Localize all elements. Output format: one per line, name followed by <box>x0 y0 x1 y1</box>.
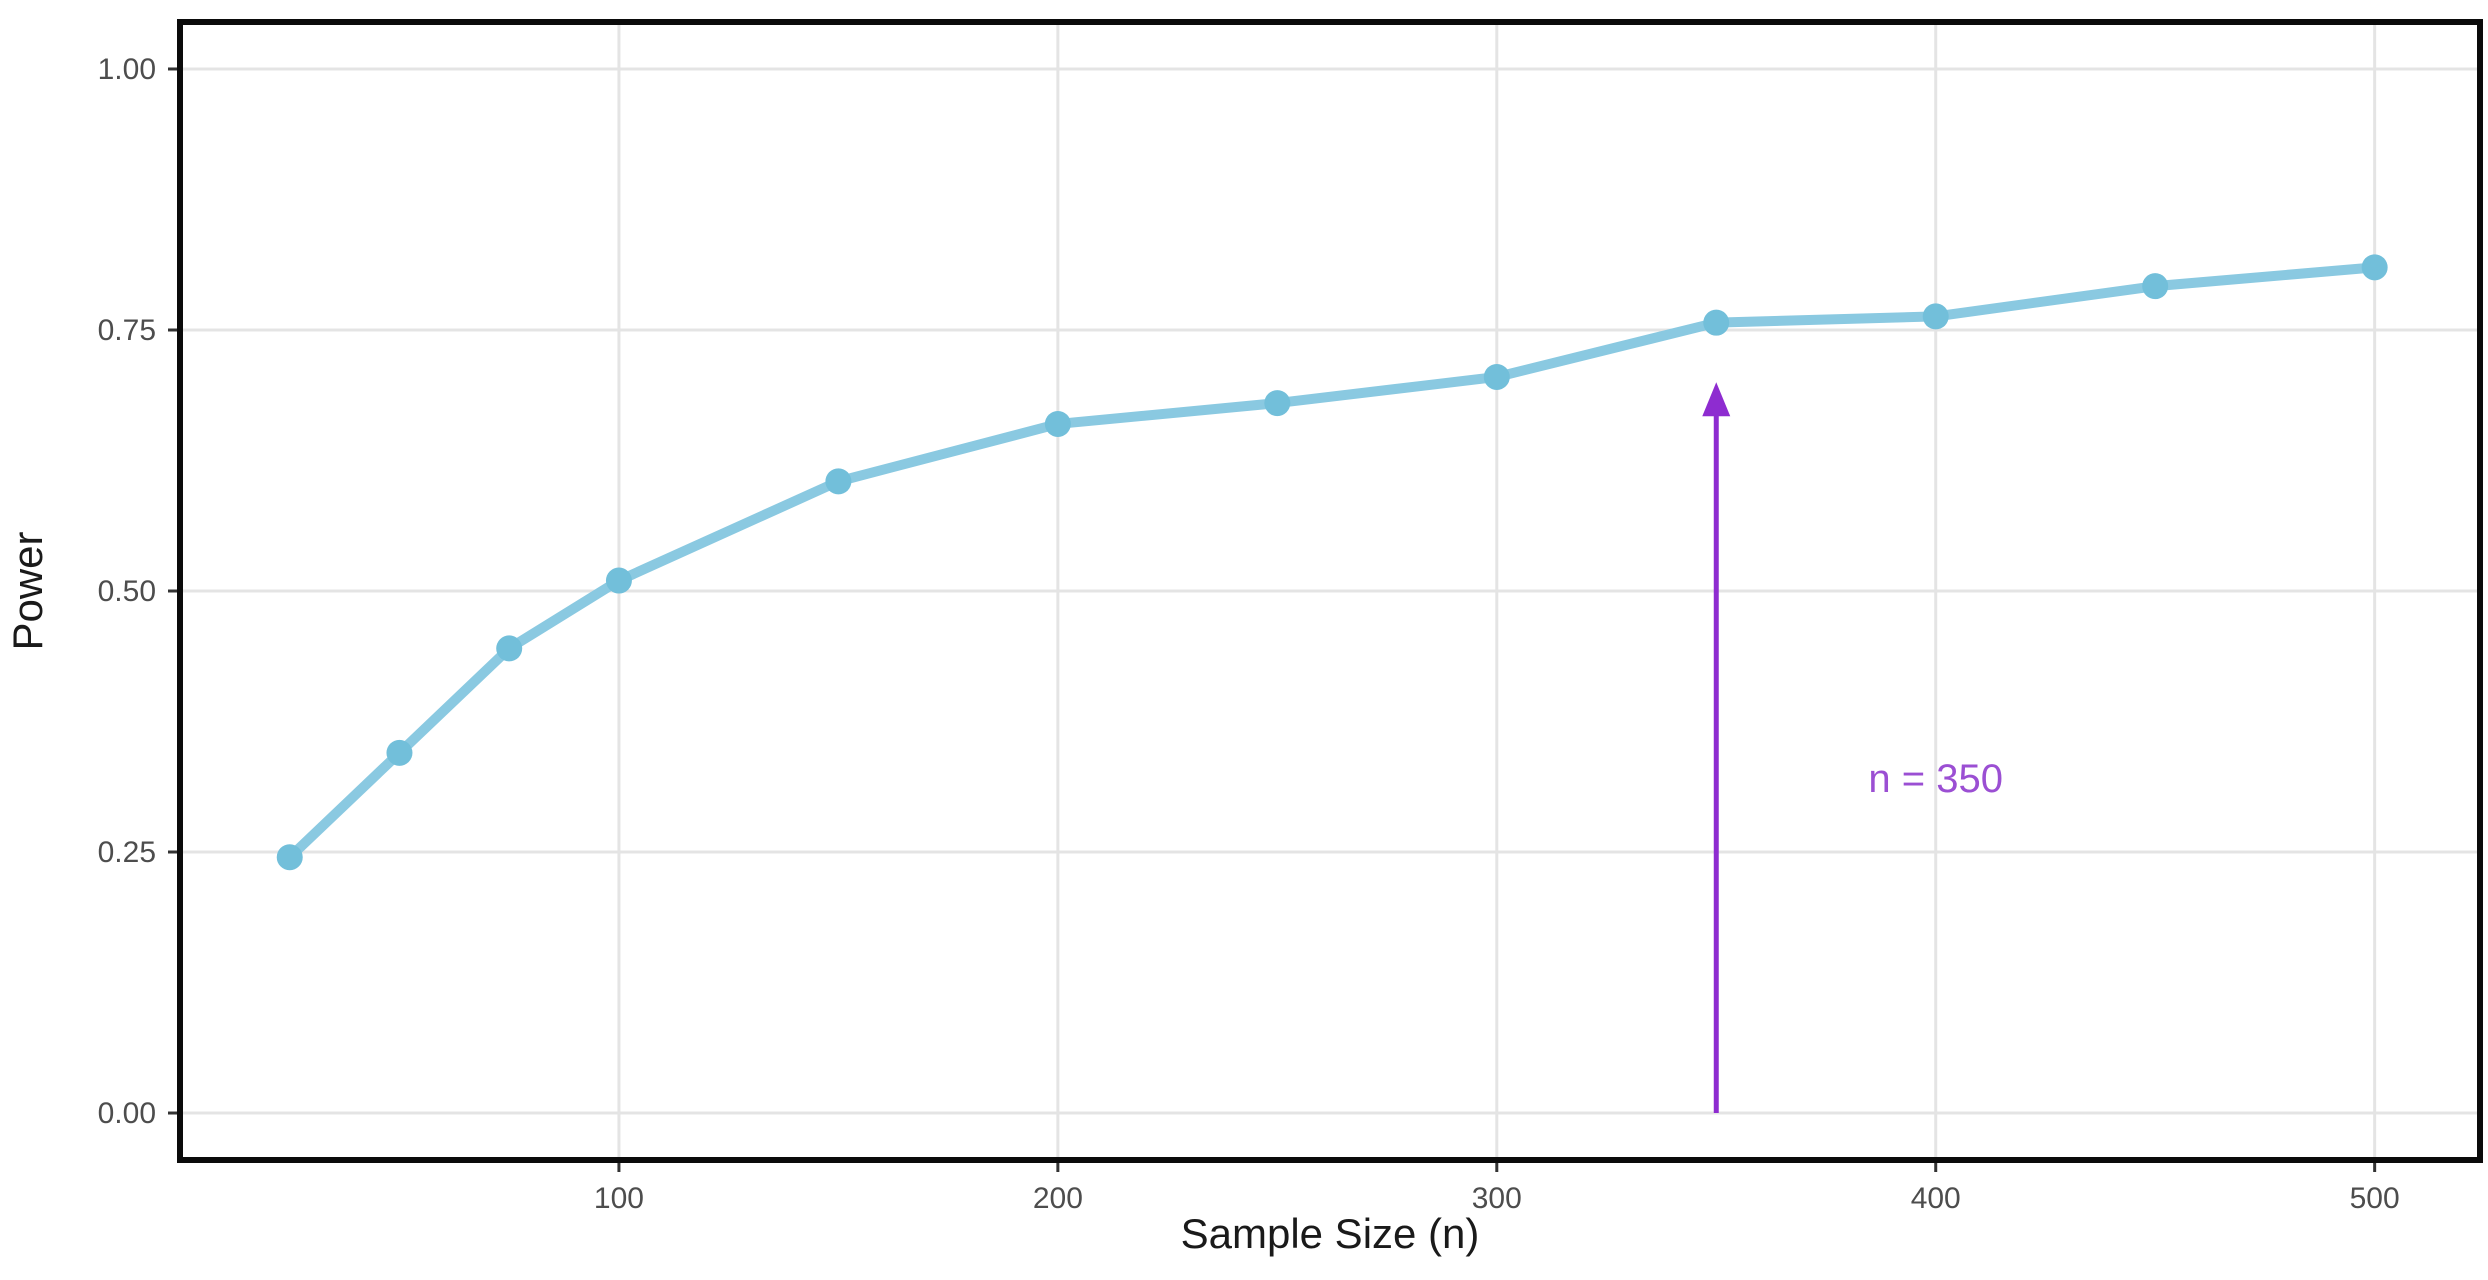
x-tick-label: 100 <box>594 1182 644 1215</box>
x-tick-label: 500 <box>2350 1182 2400 1215</box>
data-point <box>496 635 523 662</box>
y-tick-label: 0.50 <box>98 575 156 608</box>
data-point <box>605 567 632 594</box>
x-tick-label: 400 <box>1911 1182 1961 1215</box>
y-tick-label: 1.00 <box>98 53 156 86</box>
gridline-layer <box>180 22 2480 1160</box>
data-point <box>2361 254 2388 281</box>
y-tick-label: 0.75 <box>98 314 156 347</box>
data-point <box>1922 303 1949 330</box>
annotation-layer: n = 350 <box>1702 382 2003 1114</box>
data-series-layer <box>276 254 2388 871</box>
y-tick-label: 0.00 <box>98 1097 156 1130</box>
x-axis-title: Sample Size (n) <box>1181 1210 1480 1257</box>
x-tick-label: 300 <box>1472 1182 1522 1215</box>
annotation-label: n = 350 <box>1868 757 2003 801</box>
data-point <box>825 468 852 495</box>
power-line <box>284 262 2380 863</box>
x-tick-label: 200 <box>1033 1182 1083 1215</box>
annotation-arrow-head <box>1702 382 1731 417</box>
data-point <box>386 739 413 766</box>
data-point <box>2142 273 2169 300</box>
y-axis-title: Power <box>4 531 51 650</box>
data-point <box>1264 390 1291 417</box>
data-point <box>1483 363 1510 390</box>
data-point <box>1044 410 1071 437</box>
data-point <box>276 844 303 871</box>
tick-label-layer: 0.00 0.25 0.50 0.75 1.00 100 200 300 400 500 <box>98 53 2400 1215</box>
data-point <box>1703 309 1730 336</box>
y-tick-label: 0.25 <box>98 836 156 869</box>
panel-border <box>177 19 2483 1163</box>
